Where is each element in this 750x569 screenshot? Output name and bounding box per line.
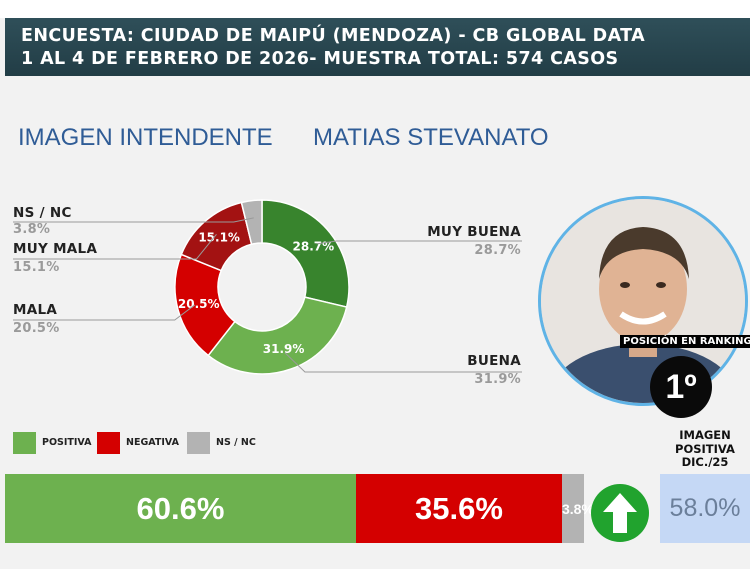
top-strip bbox=[0, 0, 750, 18]
leader-line bbox=[13, 217, 254, 223]
previous-title-line2: POSITIVA bbox=[675, 441, 735, 456]
donut-value-label: 28.7% bbox=[293, 239, 335, 253]
leader-line bbox=[13, 304, 196, 321]
header-banner: ENCUESTA: CIUDAD DE MAIPÚ (MENDOZA) - CB… bbox=[5, 18, 750, 76]
donut-value-label: 31.9% bbox=[263, 342, 305, 356]
legend-swatch bbox=[97, 432, 120, 454]
candidate-photo bbox=[538, 196, 748, 406]
previous-title-line3: DIC./25 bbox=[681, 455, 729, 469]
value-buena: 31.9% bbox=[474, 372, 521, 387]
label-mala: MALA bbox=[13, 302, 58, 318]
value-muy-mala: 15.1% bbox=[13, 260, 60, 275]
header-title: ENCUESTA: CIUDAD DE MAIPÚ (MENDOZA) - CB… bbox=[21, 26, 646, 46]
bar-segment-nsnc: 3.8% bbox=[562, 474, 594, 543]
ranking-badge: 1º bbox=[650, 356, 712, 418]
legend-swatch bbox=[187, 432, 210, 454]
arrow-up-icon bbox=[591, 484, 649, 542]
label-buena: BUENA bbox=[467, 353, 521, 369]
donut-value-label: 15.1% bbox=[198, 230, 240, 244]
donut-slice-muy-buena bbox=[261, 199, 350, 308]
bar-segment-positiva: 60.6% bbox=[5, 474, 356, 543]
leader-line bbox=[13, 234, 217, 260]
ranking-label: POSICIÓN EN RANKING bbox=[620, 335, 750, 348]
section-heading: IMAGEN INTENDENTE bbox=[18, 124, 273, 151]
legend-label: NEGATIVA bbox=[126, 437, 179, 448]
legend-label: POSITIVA bbox=[42, 437, 92, 448]
previous-title-line1: IMAGEN bbox=[679, 428, 731, 442]
bar-segment-negativa: 35.6% bbox=[356, 474, 562, 543]
arrow-up-glyph bbox=[603, 493, 637, 533]
donut-value-label: 20.5% bbox=[178, 297, 220, 311]
donut-slice-ns-nc bbox=[240, 199, 263, 246]
donut-slice-buena bbox=[207, 296, 348, 375]
leader-line bbox=[316, 240, 522, 245]
value-nsnc: 3.8% bbox=[13, 222, 51, 237]
leader-line bbox=[284, 352, 522, 373]
value-muy-buena: 28.7% bbox=[474, 243, 521, 258]
header-subtitle: 1 AL 4 DE FEBRERO DE 2026- MUESTRA TOTAL… bbox=[21, 49, 619, 69]
candidate-name: MATIAS STEVANATO bbox=[313, 124, 549, 151]
label-muy-mala: MUY MALA bbox=[13, 241, 98, 257]
label-nsnc: NS / NC bbox=[13, 205, 72, 221]
person-silhouette-icon bbox=[541, 199, 745, 403]
previous-value: 58.0% bbox=[660, 474, 750, 543]
previous-title: IMAGEN POSITIVA DIC./25 bbox=[660, 428, 750, 470]
label-muy-buena: MUY BUENA bbox=[427, 224, 521, 240]
value-mala: 20.5% bbox=[13, 321, 60, 336]
legend-swatch bbox=[13, 432, 36, 454]
legend-label: NS / NC bbox=[216, 437, 256, 448]
